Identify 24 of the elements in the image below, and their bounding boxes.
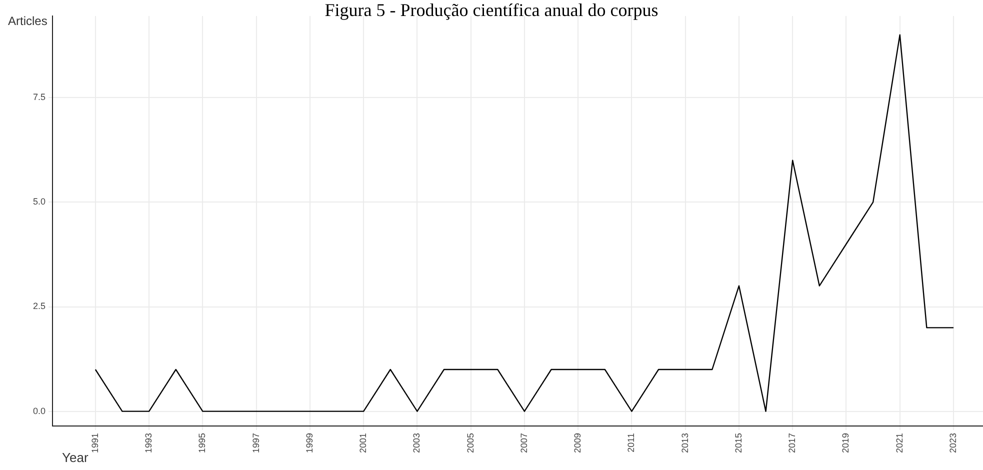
y-tick-label: 0.0 [32,406,46,416]
x-tick-label: 1991 [90,432,100,454]
x-tick-label: 1995 [197,432,208,454]
x-tick-label: 2011 [626,432,636,452]
x-tick-label: 2003 [412,432,422,454]
x-tick-label: 2023 [948,432,958,454]
x-tick-label: 2001 [358,432,368,454]
x-tick-label: 2009 [572,432,583,454]
y-tick-label: 7.5 [32,92,46,102]
y-tick-label: 2.5 [32,301,46,312]
x-tick-label: 1999 [304,432,314,454]
x-tick-label: 2015 [733,432,744,454]
x-tick-label: 2013 [680,432,690,454]
x-axis-title: Year [62,450,88,465]
x-tick-label: 2005 [465,432,476,454]
x-tick-label: 2021 [894,432,904,454]
x-tick-label: 2017 [787,432,798,454]
chart-title: Figura 5 - Produção científica anual do corpus [324,0,658,20]
y-axis-title: Articles [8,14,48,28]
x-tick-label: 1993 [144,432,154,454]
x-tick-label: 2007 [518,432,529,454]
x-tick-label: 1997 [250,432,261,454]
x-tick-label: 2019 [840,432,851,454]
y-tick-label: 5.0 [32,196,46,207]
